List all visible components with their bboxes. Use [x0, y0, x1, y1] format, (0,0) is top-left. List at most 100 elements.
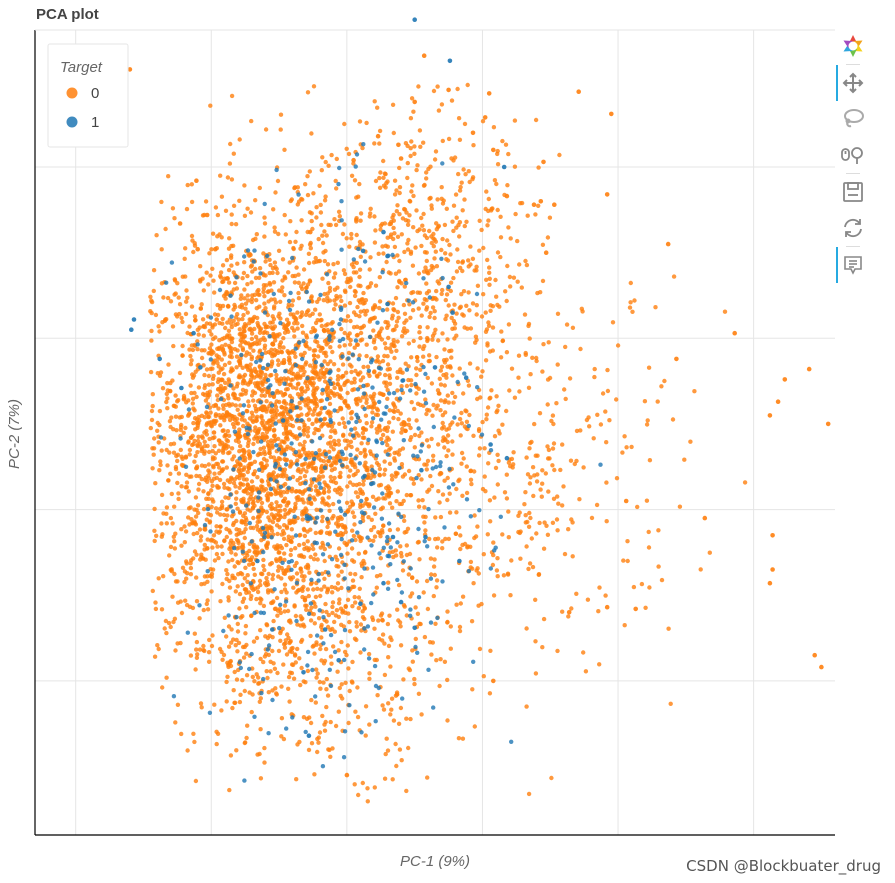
- point-class-0: [215, 302, 220, 308]
- point-class-0: [319, 465, 324, 470]
- point-class-0: [153, 600, 158, 605]
- point-class-0: [354, 195, 359, 200]
- point-class-0: [254, 416, 259, 421]
- point-class-0: [404, 613, 409, 618]
- point-class-1: [237, 456, 242, 461]
- point-class-0: [212, 558, 218, 563]
- point-class-0: [180, 353, 185, 358]
- point-class-0: [402, 284, 407, 289]
- point-class-0: [266, 299, 271, 304]
- point-class-0: [279, 289, 284, 294]
- point-class-1: [327, 334, 332, 339]
- point-class-0: [264, 526, 269, 531]
- point-class-0: [474, 268, 479, 273]
- point-class-0: [334, 296, 339, 301]
- point-class-0: [156, 646, 161, 652]
- point-class-0: [458, 184, 463, 190]
- point-class-0: [508, 236, 513, 241]
- point-class-0: [200, 317, 206, 322]
- point-class-0: [287, 393, 293, 399]
- point-class-0: [328, 474, 333, 480]
- point-class-0: [301, 489, 306, 494]
- point-class-0: [316, 616, 322, 621]
- point-class-0: [382, 641, 387, 646]
- point-class-0: [563, 344, 568, 350]
- point-class-0: [459, 292, 464, 297]
- point-class-0: [632, 298, 637, 303]
- point-class-0: [363, 452, 368, 457]
- point-class-0: [280, 257, 286, 262]
- point-class-0: [358, 490, 363, 496]
- point-class-0: [421, 301, 426, 306]
- point-class-0: [166, 620, 172, 626]
- point-class-0: [326, 495, 331, 500]
- point-class-0: [218, 512, 223, 517]
- point-class-0: [402, 518, 407, 523]
- point-class-0: [186, 515, 191, 520]
- point-class-0: [293, 239, 298, 244]
- point-class-0: [527, 510, 532, 516]
- point-class-0: [321, 250, 326, 255]
- point-class-1: [272, 587, 277, 592]
- point-class-0: [505, 263, 510, 269]
- point-class-0: [193, 317, 198, 323]
- point-class-1: [207, 710, 213, 715]
- point-class-0: [355, 714, 361, 720]
- point-class-0: [446, 426, 452, 431]
- point-class-0: [581, 465, 586, 470]
- point-class-0: [165, 406, 170, 411]
- point-class-0: [445, 238, 450, 243]
- point-class-0: [417, 290, 423, 295]
- point-class-0: [390, 505, 395, 510]
- point-class-0: [482, 474, 487, 479]
- point-class-0: [426, 444, 431, 449]
- point-class-0: [628, 280, 633, 286]
- point-class-0: [255, 452, 261, 458]
- point-class-0: [555, 494, 560, 499]
- point-class-0: [269, 560, 274, 566]
- point-class-0: [395, 234, 401, 239]
- point-class-0: [586, 415, 591, 420]
- point-class-0: [462, 223, 467, 229]
- point-class-0: [351, 264, 356, 270]
- point-class-0: [470, 566, 475, 571]
- point-class-0: [324, 676, 329, 682]
- point-class-0: [433, 327, 438, 332]
- point-class-0: [395, 285, 400, 290]
- point-class-0: [310, 644, 315, 649]
- point-class-1: [282, 381, 287, 386]
- point-class-0: [302, 439, 307, 445]
- point-class-0: [229, 212, 234, 217]
- point-class-0: [264, 623, 270, 628]
- point-class-0: [193, 778, 199, 784]
- point-class-0: [285, 632, 290, 637]
- point-class-0: [227, 417, 233, 423]
- point-class-0: [742, 480, 748, 485]
- point-class-0: [224, 410, 229, 415]
- point-class-0: [372, 785, 377, 790]
- point-class-0: [186, 489, 191, 494]
- point-class-0: [205, 537, 210, 542]
- point-class-1: [287, 476, 293, 481]
- point-class-0: [384, 384, 389, 389]
- point-class-0: [352, 782, 357, 787]
- point-class-0: [241, 655, 247, 660]
- point-class-0: [275, 613, 280, 618]
- point-class-0: [283, 638, 288, 643]
- point-class-0: [158, 462, 163, 468]
- point-class-0: [295, 478, 300, 483]
- point-class-0: [334, 186, 339, 191]
- point-class-0: [301, 446, 307, 452]
- point-class-0: [537, 520, 542, 526]
- point-class-1: [438, 460, 443, 465]
- point-class-0: [288, 670, 293, 675]
- point-class-0: [184, 485, 189, 490]
- point-class-0: [294, 229, 299, 235]
- point-class-0: [523, 513, 528, 518]
- point-class-0: [209, 589, 214, 594]
- point-class-0: [380, 244, 385, 249]
- point-class-0: [333, 554, 338, 559]
- point-class-0: [351, 559, 357, 564]
- point-class-0: [370, 405, 375, 410]
